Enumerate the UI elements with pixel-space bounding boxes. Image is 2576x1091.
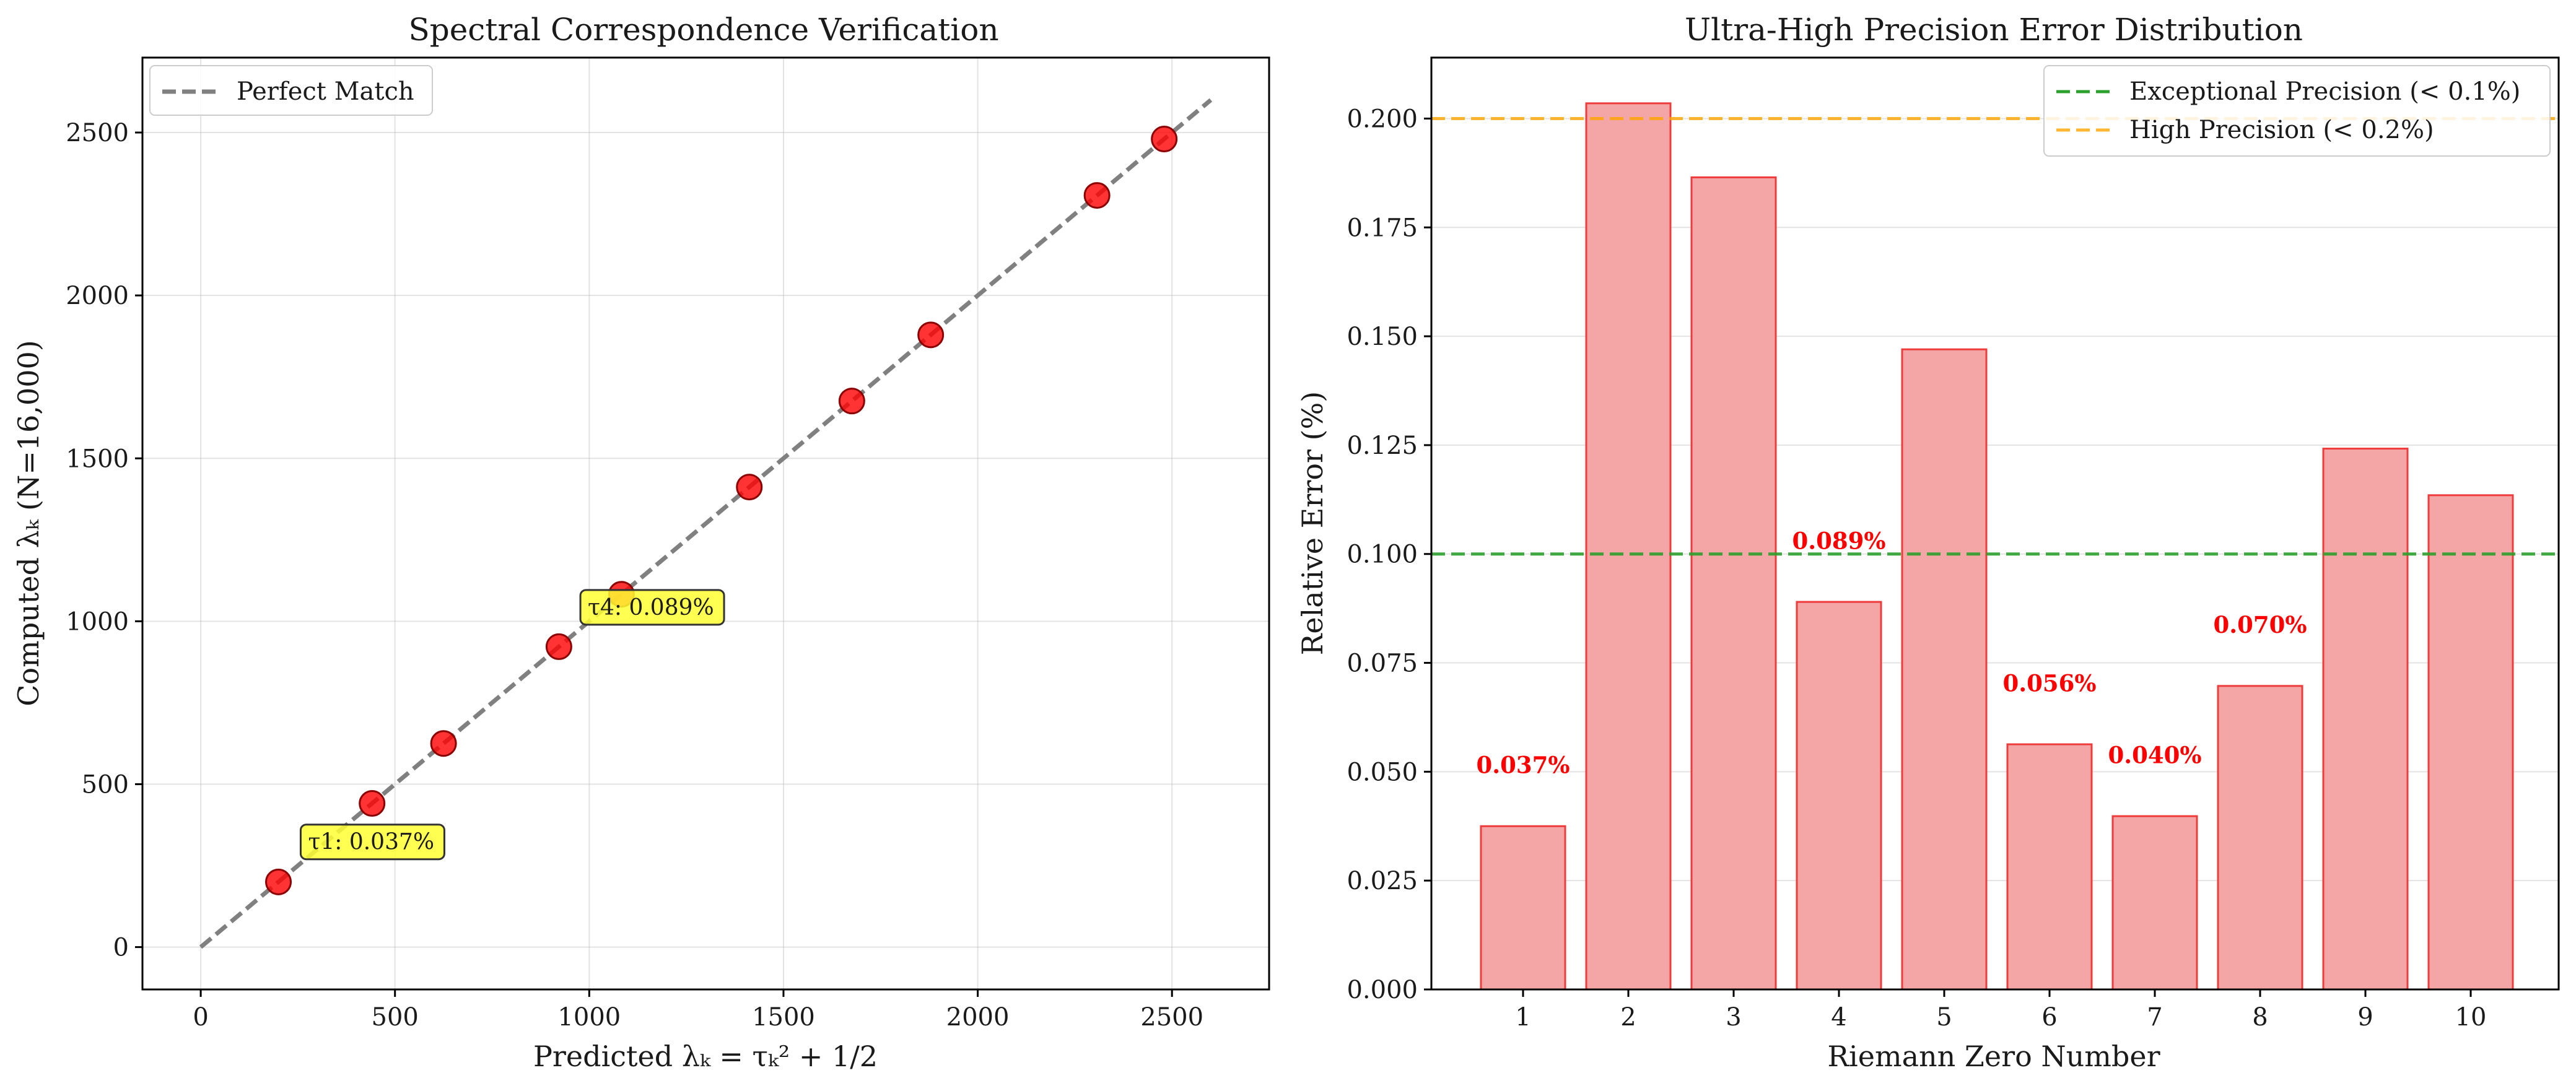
data-point: [359, 790, 386, 817]
y-tick-label: 500: [82, 770, 129, 799]
x-tick-label: 0: [193, 1003, 208, 1032]
y-tick-label: 0: [113, 934, 129, 962]
y-tick-label: 0.150: [1347, 323, 1418, 351]
y-tick-label: 1500: [66, 445, 129, 473]
bar-value-label: 0.070%: [2213, 611, 2307, 638]
x-tick-label: 1: [1515, 1003, 1530, 1032]
y-tick-label: 2000: [66, 282, 129, 310]
scatter-panel: Spectral Correspondence Verification τ1:…: [12, 12, 1270, 1073]
x-tick-label: 2500: [1140, 1003, 1203, 1032]
annotation: τ4: 0.089%: [579, 589, 725, 626]
bar-value-label: 0.056%: [2002, 669, 2096, 697]
annotation-box: [299, 824, 445, 861]
y-axis-label: Computed λₖ (N=16,000): [12, 340, 45, 706]
chart-title: Ultra-High Precision Error Distribution: [1685, 12, 2303, 48]
x-tick-label: 1500: [752, 1003, 815, 1032]
annotation-label: τ1: 0.037%: [308, 830, 434, 855]
plot-frame: [141, 56, 1270, 991]
bar: [2111, 815, 2198, 991]
x-tick-label: 10: [2455, 1003, 2487, 1032]
x-tick-label: 8: [2252, 1003, 2268, 1032]
bar: [1690, 176, 1777, 991]
y-tick-label: 1000: [66, 607, 129, 636]
y-tick-label: 0.000: [1347, 976, 1418, 1004]
bar-value-label: 0.040%: [2108, 741, 2201, 768]
legend-label-perfect-match: Perfect Match: [237, 77, 414, 106]
x-tick-label: 6: [2041, 1003, 2057, 1032]
plot-frame: [1430, 56, 2560, 991]
bar: [2427, 494, 2514, 991]
bar: [1480, 825, 1566, 991]
x-axis-label: Predicted λₖ = τₖ² + 1/2: [533, 1040, 878, 1073]
perfect-match-line: [199, 98, 1213, 949]
y-tick-label: 0.025: [1347, 867, 1418, 895]
bar-value-label: 0.037%: [1476, 751, 1570, 778]
x-tick-label: 2: [1620, 1003, 1636, 1032]
data-point: [917, 321, 945, 349]
annotation-label: τ4: 0.089%: [588, 595, 714, 620]
x-axis-ticks: 1 2 3 4 5 6 7 8 9 10: [1515, 989, 2486, 1032]
legend-label-high-precision: High Precision (< 0.2%): [2129, 116, 2434, 144]
legend-label-exceptional-precision: Exceptional Precision (< 0.1%): [2129, 77, 2520, 106]
x-tick-label: 1000: [557, 1003, 621, 1032]
y-tick-label: 0.075: [1347, 650, 1418, 678]
y-tick-label: 0.050: [1347, 758, 1418, 786]
data-point: [1151, 126, 1178, 153]
bar: [2322, 448, 2409, 991]
x-tick-label: 4: [1831, 1003, 1846, 1032]
data-point: [1083, 182, 1111, 209]
x-tick-label: 500: [372, 1003, 419, 1032]
y-tick-label: 0.125: [1347, 432, 1418, 460]
legend: Exceptional Precision (< 0.1%) High Prec…: [2043, 65, 2551, 157]
chart-title: Spectral Correspondence Verification: [408, 12, 998, 48]
y-axis-ticks: 0.000 0.025 0.050 0.075 0.100 0.125 0.150 0.175…: [1347, 105, 1431, 1004]
x-tick-label: 9: [2357, 1003, 2373, 1032]
x-tick-label: 7: [2147, 1003, 2162, 1032]
data-points: [265, 126, 1178, 895]
x-tick-label: 3: [1726, 1003, 1741, 1032]
data-point: [265, 868, 292, 895]
y-axis-ticks: 0 500 1000 1500 2000 2500: [66, 119, 142, 962]
bar-panel: Ultra-High Precision Error Distribution …: [1296, 12, 2560, 1073]
y-tick-label: 2500: [66, 119, 129, 147]
reference-line: [199, 98, 1213, 949]
y-tick-label: 0.100: [1347, 541, 1418, 569]
bar-labels: 0.037% 0.089% 0.056% 0.040% 0.070%: [1476, 527, 2307, 778]
x-axis-label: Riemann Zero Number: [1827, 1040, 2160, 1073]
data-point: [736, 474, 763, 501]
x-tick-label: 5: [1936, 1003, 1952, 1032]
bars: [1480, 102, 2514, 991]
bar: [1796, 601, 1882, 991]
y-axis-label: Relative Error (%): [1296, 391, 1329, 656]
bar: [1901, 348, 1988, 991]
y-tick-label: 0.200: [1347, 105, 1418, 133]
legend-box: [149, 65, 433, 116]
bar: [2006, 743, 2093, 991]
annotation: τ1: 0.037%: [299, 824, 445, 861]
annotations: τ1: 0.037% τ4: 0.089%: [299, 589, 725, 861]
bar: [2217, 685, 2303, 991]
x-axis-ticks: 0 500 1000 1500 2000 2500: [193, 989, 1203, 1032]
data-point: [545, 633, 572, 660]
bar-value-label: 0.089%: [1792, 527, 1885, 554]
data-point: [838, 388, 865, 415]
bar: [1585, 102, 1672, 991]
annotation-box: [579, 589, 725, 626]
legend-box: [2043, 65, 2551, 157]
legend: Perfect Match: [149, 65, 433, 116]
x-tick-label: 2000: [946, 1003, 1010, 1032]
y-tick-label: 0.175: [1347, 214, 1418, 242]
data-point: [430, 730, 457, 757]
